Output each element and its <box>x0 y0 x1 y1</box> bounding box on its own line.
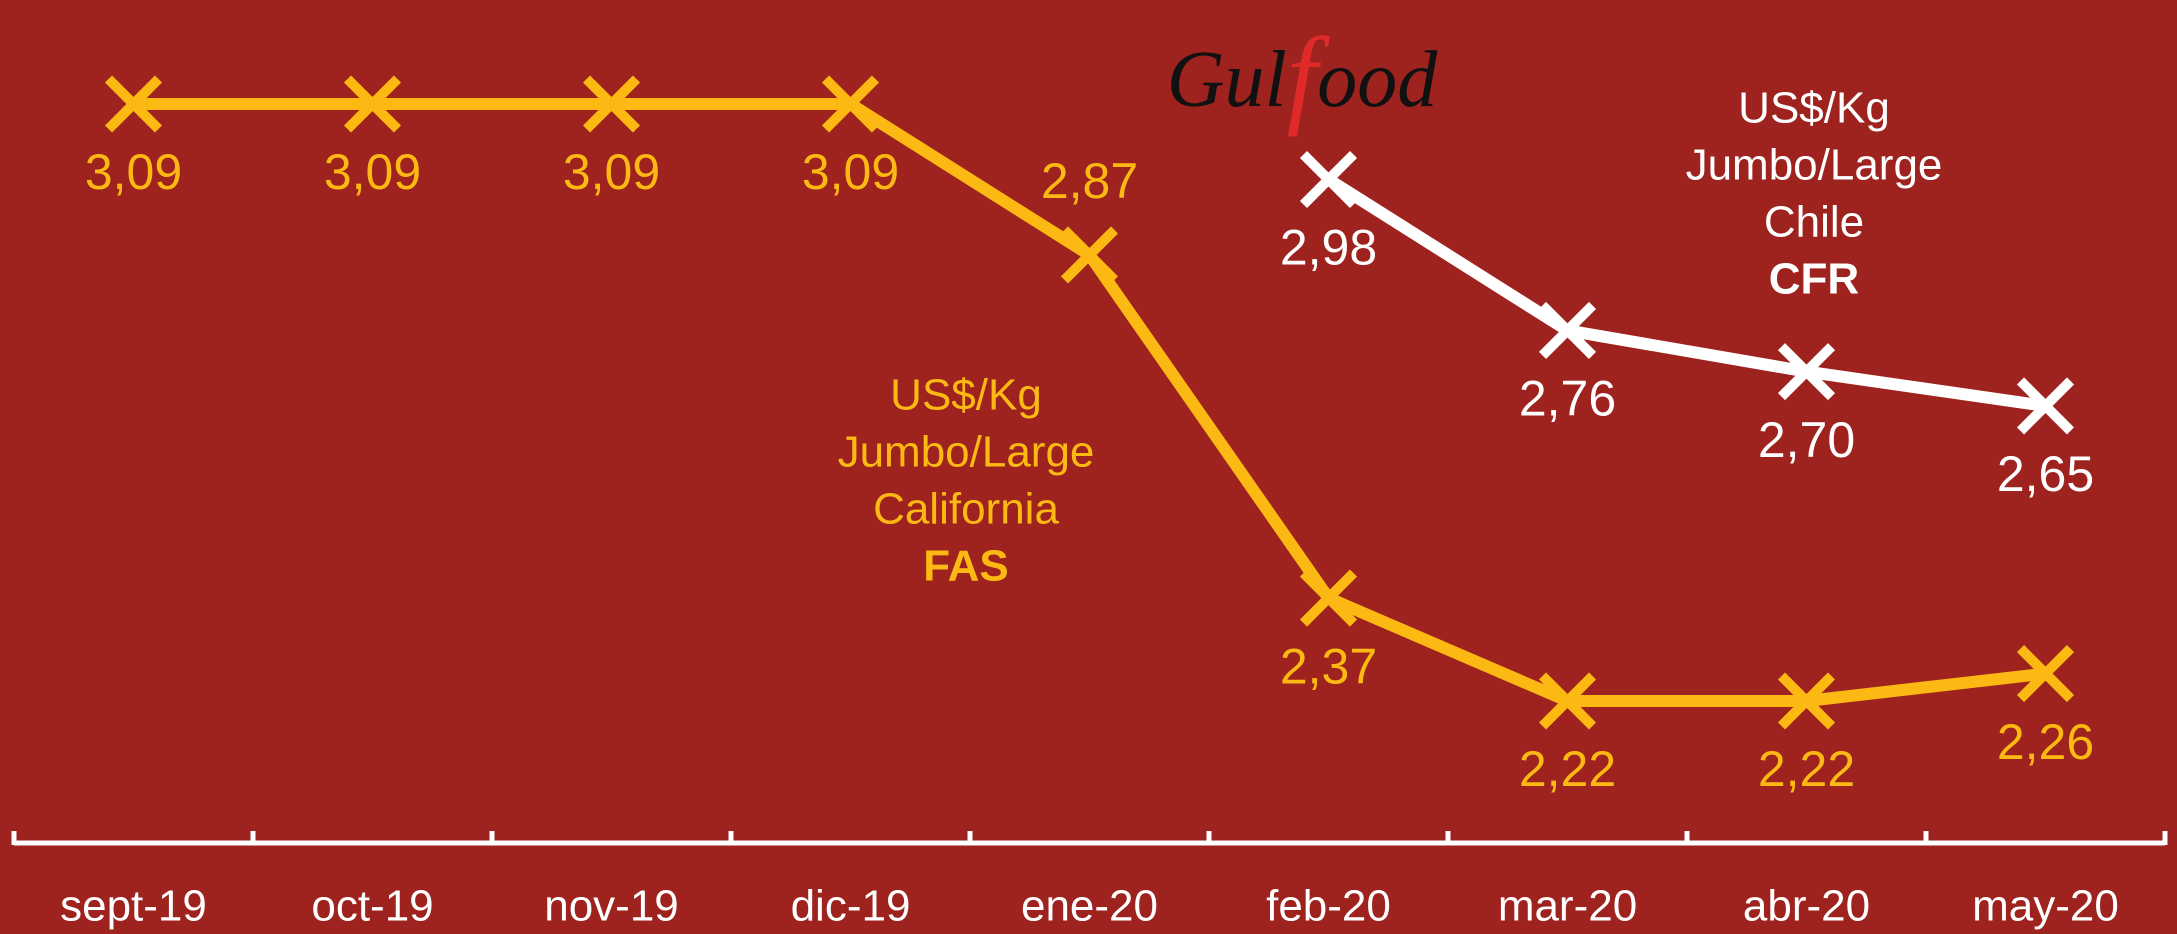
point-marker <box>582 75 641 133</box>
data-label: 3,09 <box>802 144 899 200</box>
x-tick-label: sept-19 <box>60 882 207 931</box>
legend-entry: Jumbo/Large <box>1686 141 1943 190</box>
legend-entry: California <box>873 485 1059 534</box>
point-marker <box>1538 301 1597 359</box>
point-marker <box>1299 150 1358 209</box>
data-label: 2,76 <box>1519 371 1616 427</box>
point-marker <box>1777 672 1836 730</box>
point-marker <box>104 75 163 133</box>
point-marker <box>1060 226 1119 284</box>
data-label: 2,98 <box>1280 220 1377 276</box>
x-tick-label: mar-20 <box>1498 882 1637 931</box>
x-tick-label: oct-19 <box>311 882 433 931</box>
point-marker <box>2016 645 2075 703</box>
legend-entry: US$/Kg <box>1738 84 1890 133</box>
data-label: 2,65 <box>1997 446 2094 502</box>
point-marker <box>1299 569 1358 627</box>
point-marker <box>821 75 880 133</box>
legend-entry: Chile <box>1764 198 1864 247</box>
data-label: 2,26 <box>1997 714 2094 770</box>
x-tick-label: ene-20 <box>1021 882 1158 931</box>
point-marker <box>1777 343 1836 401</box>
point-marker <box>2016 377 2075 435</box>
logo-part: Gul <box>1167 36 1287 124</box>
data-label: 3,09 <box>563 144 660 200</box>
x-tick-label: dic-19 <box>791 882 911 931</box>
x-tick-label: abr-20 <box>1743 882 1870 931</box>
legend-entry: FAS <box>923 542 1009 591</box>
x-tick-label: feb-20 <box>1266 882 1391 931</box>
legend-entry: US$/Kg <box>890 371 1042 420</box>
series-line <box>1325 174 2047 412</box>
logo-part: ood <box>1317 36 1438 124</box>
data-label: 2,22 <box>1758 741 1855 797</box>
x-tick-label: nov-19 <box>544 882 679 931</box>
data-label: 3,09 <box>324 144 421 200</box>
data-label: 2,37 <box>1280 638 1377 694</box>
point-marker <box>1538 672 1597 730</box>
legend-entry: Jumbo/Large <box>838 428 1095 477</box>
data-label: 3,09 <box>85 144 182 200</box>
logo: Gulfood <box>1167 15 1439 137</box>
legend-entry: CFR <box>1769 255 1859 304</box>
x-tick-label: may-20 <box>1972 882 2119 931</box>
data-label: 2,22 <box>1519 741 1616 797</box>
data-label: 2,70 <box>1758 412 1855 468</box>
point-marker <box>343 75 402 133</box>
data-label: 2,87 <box>1041 153 1138 209</box>
